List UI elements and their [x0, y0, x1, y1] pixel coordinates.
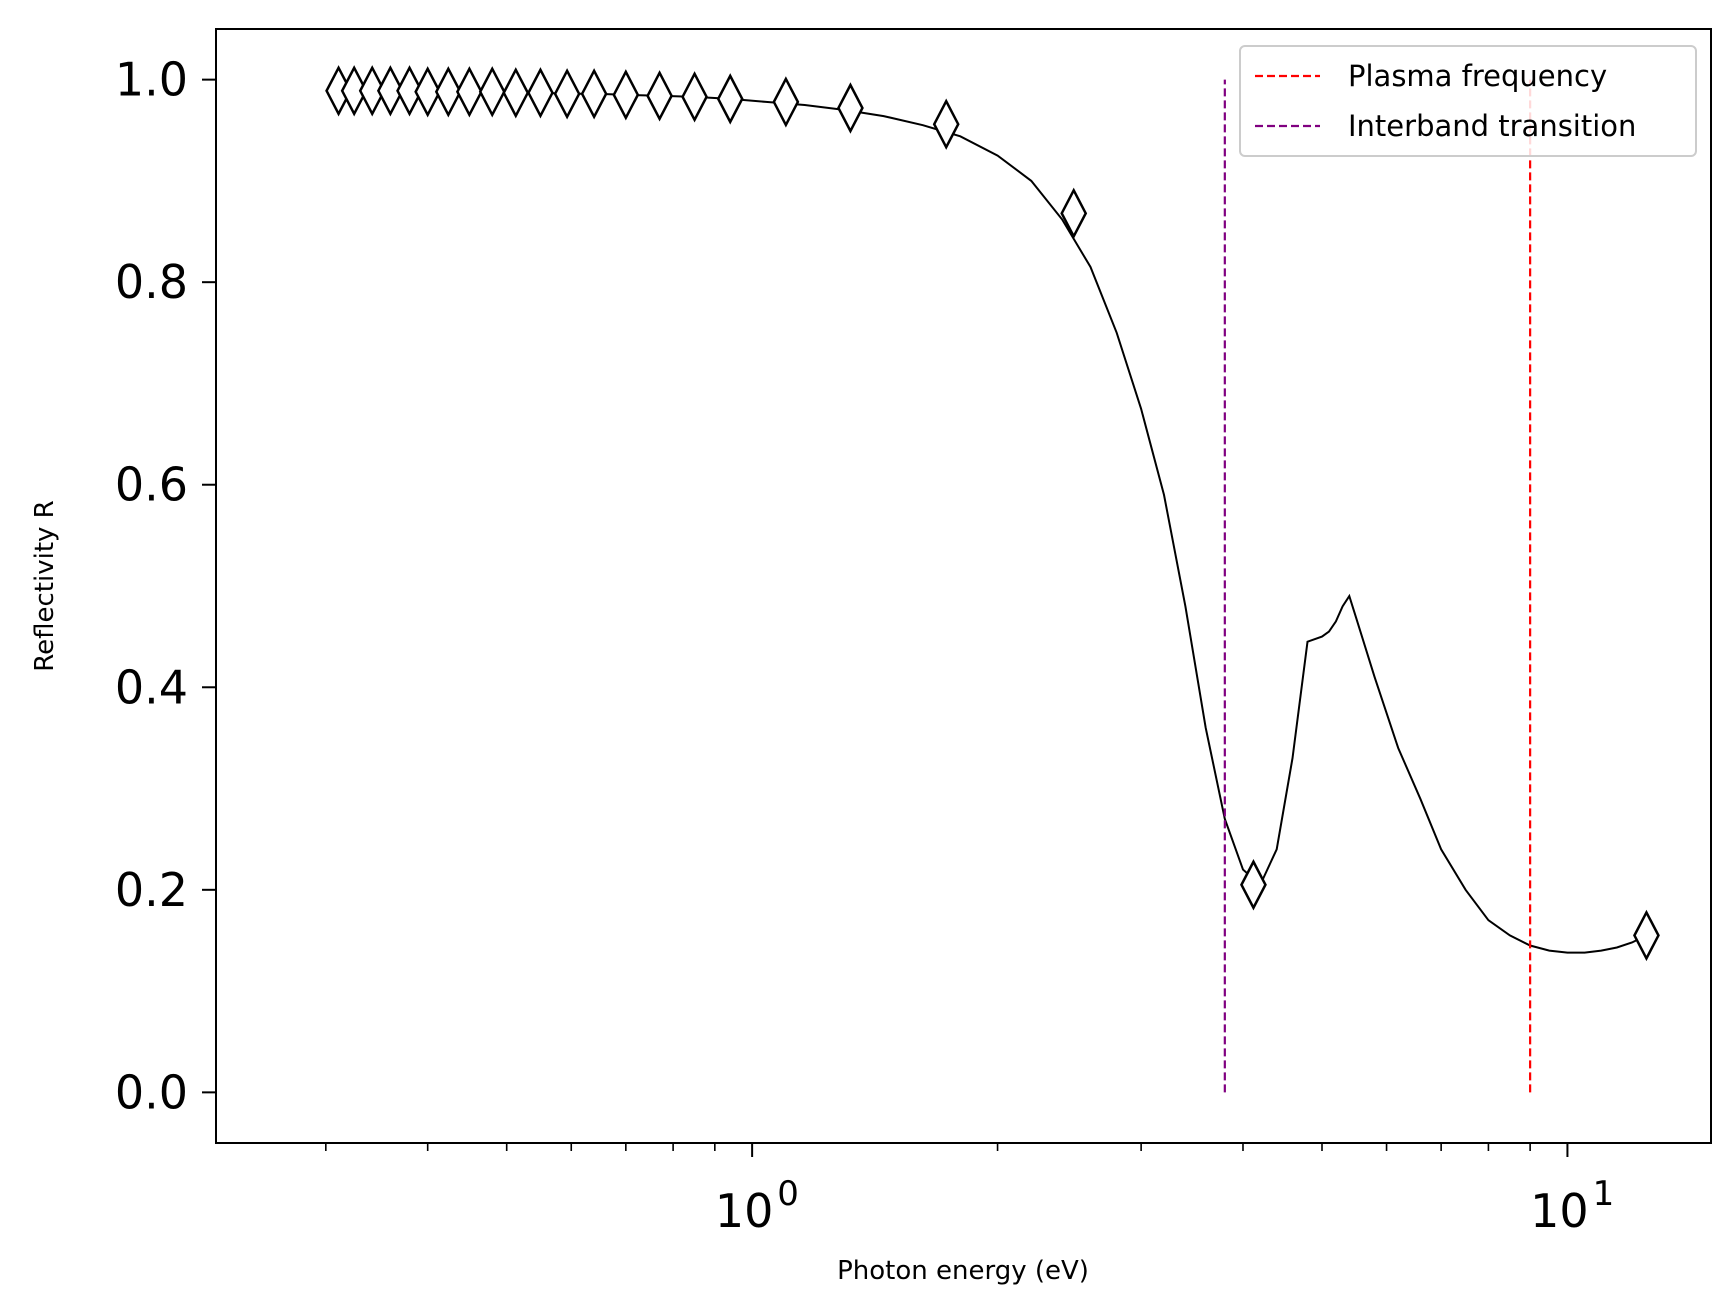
data-marker: [580, 68, 608, 120]
data-marker: [1240, 859, 1267, 911]
data-marker: [1060, 187, 1088, 240]
y-tick-label: 0.8: [115, 255, 188, 309]
data-marker: [340, 65, 368, 117]
y-tick-label: 0.2: [115, 863, 188, 917]
data-marker: [612, 69, 640, 121]
series-line-0: [325, 89, 1647, 954]
curve-layer: [325, 89, 1647, 954]
y-tick-label: 0.6: [115, 458, 188, 512]
data-marker: [772, 76, 800, 128]
legend: Plasma frequency Interband transition: [1239, 45, 1697, 157]
data-marker: [716, 73, 744, 125]
y-axis-ticks: 0.0 0.2 0.4 0.6 0.8 1.0: [115, 53, 216, 1119]
data-marker: [396, 65, 423, 117]
y-axis-label: Reflectivity R: [30, 500, 60, 672]
y-tick-label: 0.0: [115, 1065, 188, 1119]
data-marker: [455, 66, 483, 118]
x-axis-label: Photon energy (eV): [837, 1256, 1089, 1286]
y-tick-label: 1.0: [115, 53, 188, 107]
data-markers: [325, 65, 1660, 962]
legend-label: Plasma frequency: [1348, 59, 1607, 93]
x-tick-label: 10: [1530, 1184, 1589, 1238]
y-tick-label: 0.4: [115, 660, 188, 714]
data-marker: [414, 66, 442, 118]
data-marker: [932, 98, 960, 150]
vertical-lines: [1223, 79, 1532, 1093]
data-marker: [502, 67, 530, 119]
data-marker: [527, 67, 554, 119]
data-marker: [681, 71, 708, 123]
data-marker: [478, 66, 506, 118]
x-tick-label: 10: [715, 1184, 774, 1238]
legend-label: Interband transition: [1348, 109, 1636, 143]
data-marker: [646, 70, 673, 122]
data-marker: [434, 66, 462, 118]
x-tick-exponent: 1: [1593, 1174, 1615, 1214]
data-marker: [553, 68, 581, 120]
x-axis-ticks: 10 0 10 1: [325, 1143, 1615, 1238]
data-marker: [1633, 909, 1660, 962]
plot-frame: [215, 28, 1712, 1144]
legend-box: [1239, 45, 1697, 157]
data-marker: [837, 82, 864, 134]
data-marker: [358, 65, 386, 117]
data-marker: [376, 65, 404, 117]
x-tick-exponent: 0: [777, 1174, 799, 1214]
